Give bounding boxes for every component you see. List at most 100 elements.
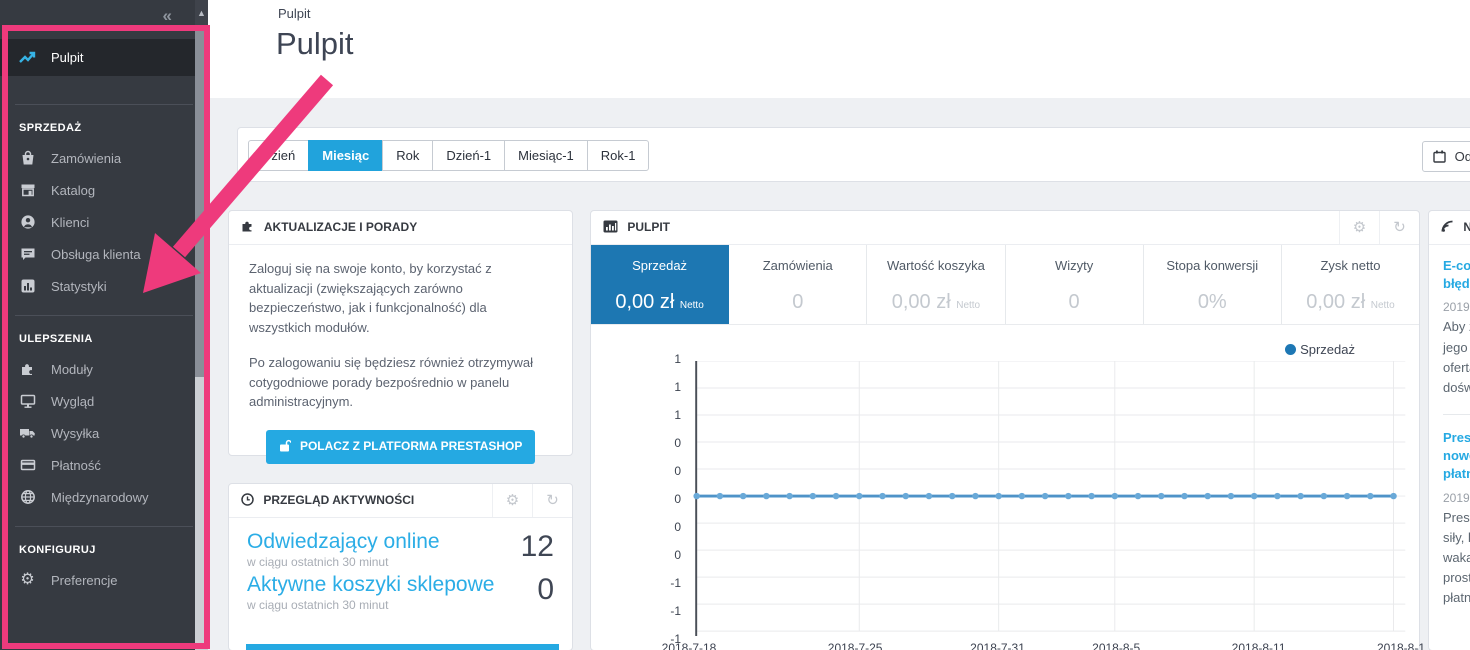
dashboard-settings-gear-icon[interactable]: ⚙	[1339, 211, 1379, 244]
y-tick-label: 0	[674, 436, 681, 450]
updates-paragraph-1: Zaloguj się na swoje konto, by korzystać…	[249, 259, 552, 337]
sidebar-item-obsluga-klienta[interactable]: Obsługa klienta	[0, 238, 208, 270]
sidebar-item-preferencje[interactable]: ⚙ Preferencje	[0, 564, 208, 596]
y-tick-label: 0	[674, 464, 681, 478]
activity-panel-title: PRZEGLĄD AKTYWNOŚCI	[263, 493, 414, 507]
sidebar-item-pulpit[interactable]: Pulpit	[0, 39, 208, 76]
breadcrumb[interactable]: Pulpit	[278, 6, 311, 21]
range-button-dzien[interactable]: Dzień	[248, 140, 309, 171]
news-item-date: 2019-	[1443, 300, 1470, 314]
kpi-tab-wizyty[interactable]: Wizyty 0	[1006, 245, 1144, 324]
kpi-value: 0,00 zł	[615, 291, 674, 313]
sidebar-item-zamowienia[interactable]: Zamówienia	[0, 142, 208, 174]
news-item-title[interactable]: PrestaShop nowej metody płatności	[1443, 429, 1470, 484]
range-button-dzien-1[interactable]: Dzień-1	[432, 140, 505, 171]
kpi-label: Zamówienia	[735, 258, 860, 273]
sidebar-item-label: Płatność	[51, 458, 101, 473]
legend-dot-icon	[1285, 344, 1296, 355]
kpi-tab-zamowienia[interactable]: Zamówienia 0	[729, 245, 867, 324]
kpi-label: Wizyty	[1012, 258, 1137, 273]
news-item-date: 2019-	[1443, 491, 1470, 505]
news-panel-title: NOWOŚCI	[1463, 220, 1470, 234]
sidebar-item-klienci[interactable]: Klienci	[0, 206, 208, 238]
connect-prestashop-button[interactable]: POLACZ Z PLATFORMA PRESTASHOP	[266, 430, 536, 464]
range-button-miesiac-1[interactable]: Miesiąc-1	[504, 140, 588, 171]
kpi-tab-wartosc-koszyka[interactable]: Wartość koszyka 0,00 zł Netto	[867, 245, 1005, 324]
y-tick-label: 0	[674, 492, 681, 506]
metric-visitors-online: Odwiedzający online w ciągu ostatnich 30…	[229, 528, 572, 569]
visitors-online-link[interactable]: Odwiedzający online	[247, 530, 440, 553]
news-item-title[interactable]: E-commerce bez błędów	[1443, 257, 1470, 293]
sidebar-scrollbar[interactable]: ▲	[195, 0, 208, 650]
scrollbar-up-icon[interactable]: ▲	[195, 0, 208, 26]
x-tick-label: 2018-7-18	[662, 641, 717, 650]
sidebar-item-moduly[interactable]: Moduły	[0, 353, 208, 385]
rss-icon	[1441, 213, 1454, 246]
sidebar-item-platnosc[interactable]: Płatność	[0, 449, 208, 481]
activity-refresh-icon[interactable]: ↻	[532, 484, 572, 517]
shopping-bag-icon	[19, 150, 36, 167]
date-from-label: Od	[1455, 149, 1470, 164]
sidebar-topbar: «	[0, 0, 208, 30]
sidebar-item-statystyki[interactable]: Statystyki	[0, 270, 208, 302]
y-tick-label: -1	[670, 576, 681, 590]
trending-up-icon	[19, 49, 36, 66]
prestashop-dashboard: « Pulpit SPRZEDAŻ Zamówienia	[0, 0, 1470, 650]
sidebar-item-wysylka[interactable]: Wysyłka	[0, 417, 208, 449]
kpi-tab-sprzedaz[interactable]: Sprzedaż 0,00 zł Netto	[591, 245, 729, 324]
legend-label: Sprzedaż	[1300, 342, 1355, 357]
chat-icon	[19, 246, 36, 263]
calendar-icon	[1433, 151, 1450, 166]
kpi-tab-stopa-konwersji[interactable]: Stopa konwersji 0%	[1144, 245, 1282, 324]
updates-panel-title: AKTUALIZACJE I PORADY	[264, 220, 417, 234]
sidebar-item-label: Katalog	[51, 183, 95, 198]
range-button-rok[interactable]: Rok	[382, 140, 433, 171]
kpi-value: 0%	[1198, 291, 1227, 313]
news-item-excerpt: Aby zwiększyć jego sprzedaż, oferta i do…	[1443, 317, 1470, 398]
sidebar-item-label: Klienci	[51, 215, 89, 230]
sidebar-item-wyglad[interactable]: Wygląd	[0, 385, 208, 417]
updates-panel-body: Zaloguj się na swoje konto, by korzystać…	[229, 245, 572, 478]
sidebar-item-miedzynarodowy[interactable]: Międzynarodowy	[0, 481, 208, 513]
range-button-miesiac[interactable]: Miesiąc	[308, 140, 383, 171]
activity-bottom-button[interactable]	[246, 644, 559, 650]
kpi-row: Sprzedaż 0,00 zł Netto Zamówienia 0 Wart…	[591, 245, 1419, 325]
dashboard-refresh-icon[interactable]: ↻	[1379, 211, 1419, 244]
updates-panel-header: AKTUALIZACJE I PORADY	[229, 211, 572, 245]
news-item: PrestaShop nowej metody płatności 2019- …	[1443, 429, 1470, 608]
y-tick-label: 1	[674, 408, 681, 422]
x-tick-label: 2018-8-5	[1092, 641, 1140, 650]
kpi-unit: Netto	[1371, 300, 1395, 311]
sidebar-item-label: Zamówienia	[51, 151, 121, 166]
date-from-button[interactable]: Od 2	[1422, 141, 1470, 172]
kpi-value: 0	[1069, 291, 1080, 313]
x-tick-label: 2018-7-31	[970, 641, 1025, 650]
sales-chart	[687, 361, 1413, 637]
sidebar-item-label: Pulpit	[51, 50, 84, 65]
y-tick-label: -1	[670, 604, 681, 618]
date-range-toolbar: Dzień Miesiąc Rok Dzień-1 Miesiąc-1 Rok-…	[237, 127, 1470, 182]
activity-panel-header: PRZEGLĄD AKTYWNOŚCI ⚙ ↻	[229, 484, 572, 518]
collapse-sidebar-icon[interactable]: «	[163, 6, 170, 26]
activity-settings-gear-icon[interactable]: ⚙	[492, 484, 532, 517]
sidebar-section-konfiguruj: KONFIGURUJ	[0, 527, 208, 564]
kpi-unit: Netto	[680, 300, 704, 311]
scrollbar-thumb[interactable]	[195, 27, 208, 377]
kpi-label: Wartość koszyka	[873, 258, 998, 273]
monitor-icon	[19, 393, 36, 410]
x-tick-label: 2018-7-25	[828, 641, 883, 650]
divider	[1443, 414, 1470, 415]
stats-icon	[19, 278, 36, 295]
range-button-rok-1[interactable]: Rok-1	[587, 140, 650, 171]
activity-panel: PRZEGLĄD AKTYWNOŚCI ⚙ ↻ Odwiedzający onl…	[228, 483, 573, 650]
kpi-tab-zysk-netto[interactable]: Zysk netto 0,00 zł Netto	[1282, 245, 1419, 324]
puzzle-icon	[241, 213, 255, 246]
news-item-excerpt: PrestaShop siły, by wakacje prosta płatn…	[1443, 508, 1470, 609]
sidebar-item-label: Preferencje	[51, 573, 117, 588]
news-panel-header: NOWOŚCI	[1429, 211, 1470, 245]
kpi-value: 0	[792, 291, 803, 313]
sidebar-item-katalog[interactable]: Katalog	[0, 174, 208, 206]
kpi-value: 0,00 zł	[892, 291, 951, 313]
active-carts-link[interactable]: Aktywne koszyki sklepowe	[247, 573, 494, 596]
dashboard-panel: PULPIT ⚙ ↻ Sprzedaż 0,00 zł Netto Zamówi…	[590, 210, 1420, 650]
